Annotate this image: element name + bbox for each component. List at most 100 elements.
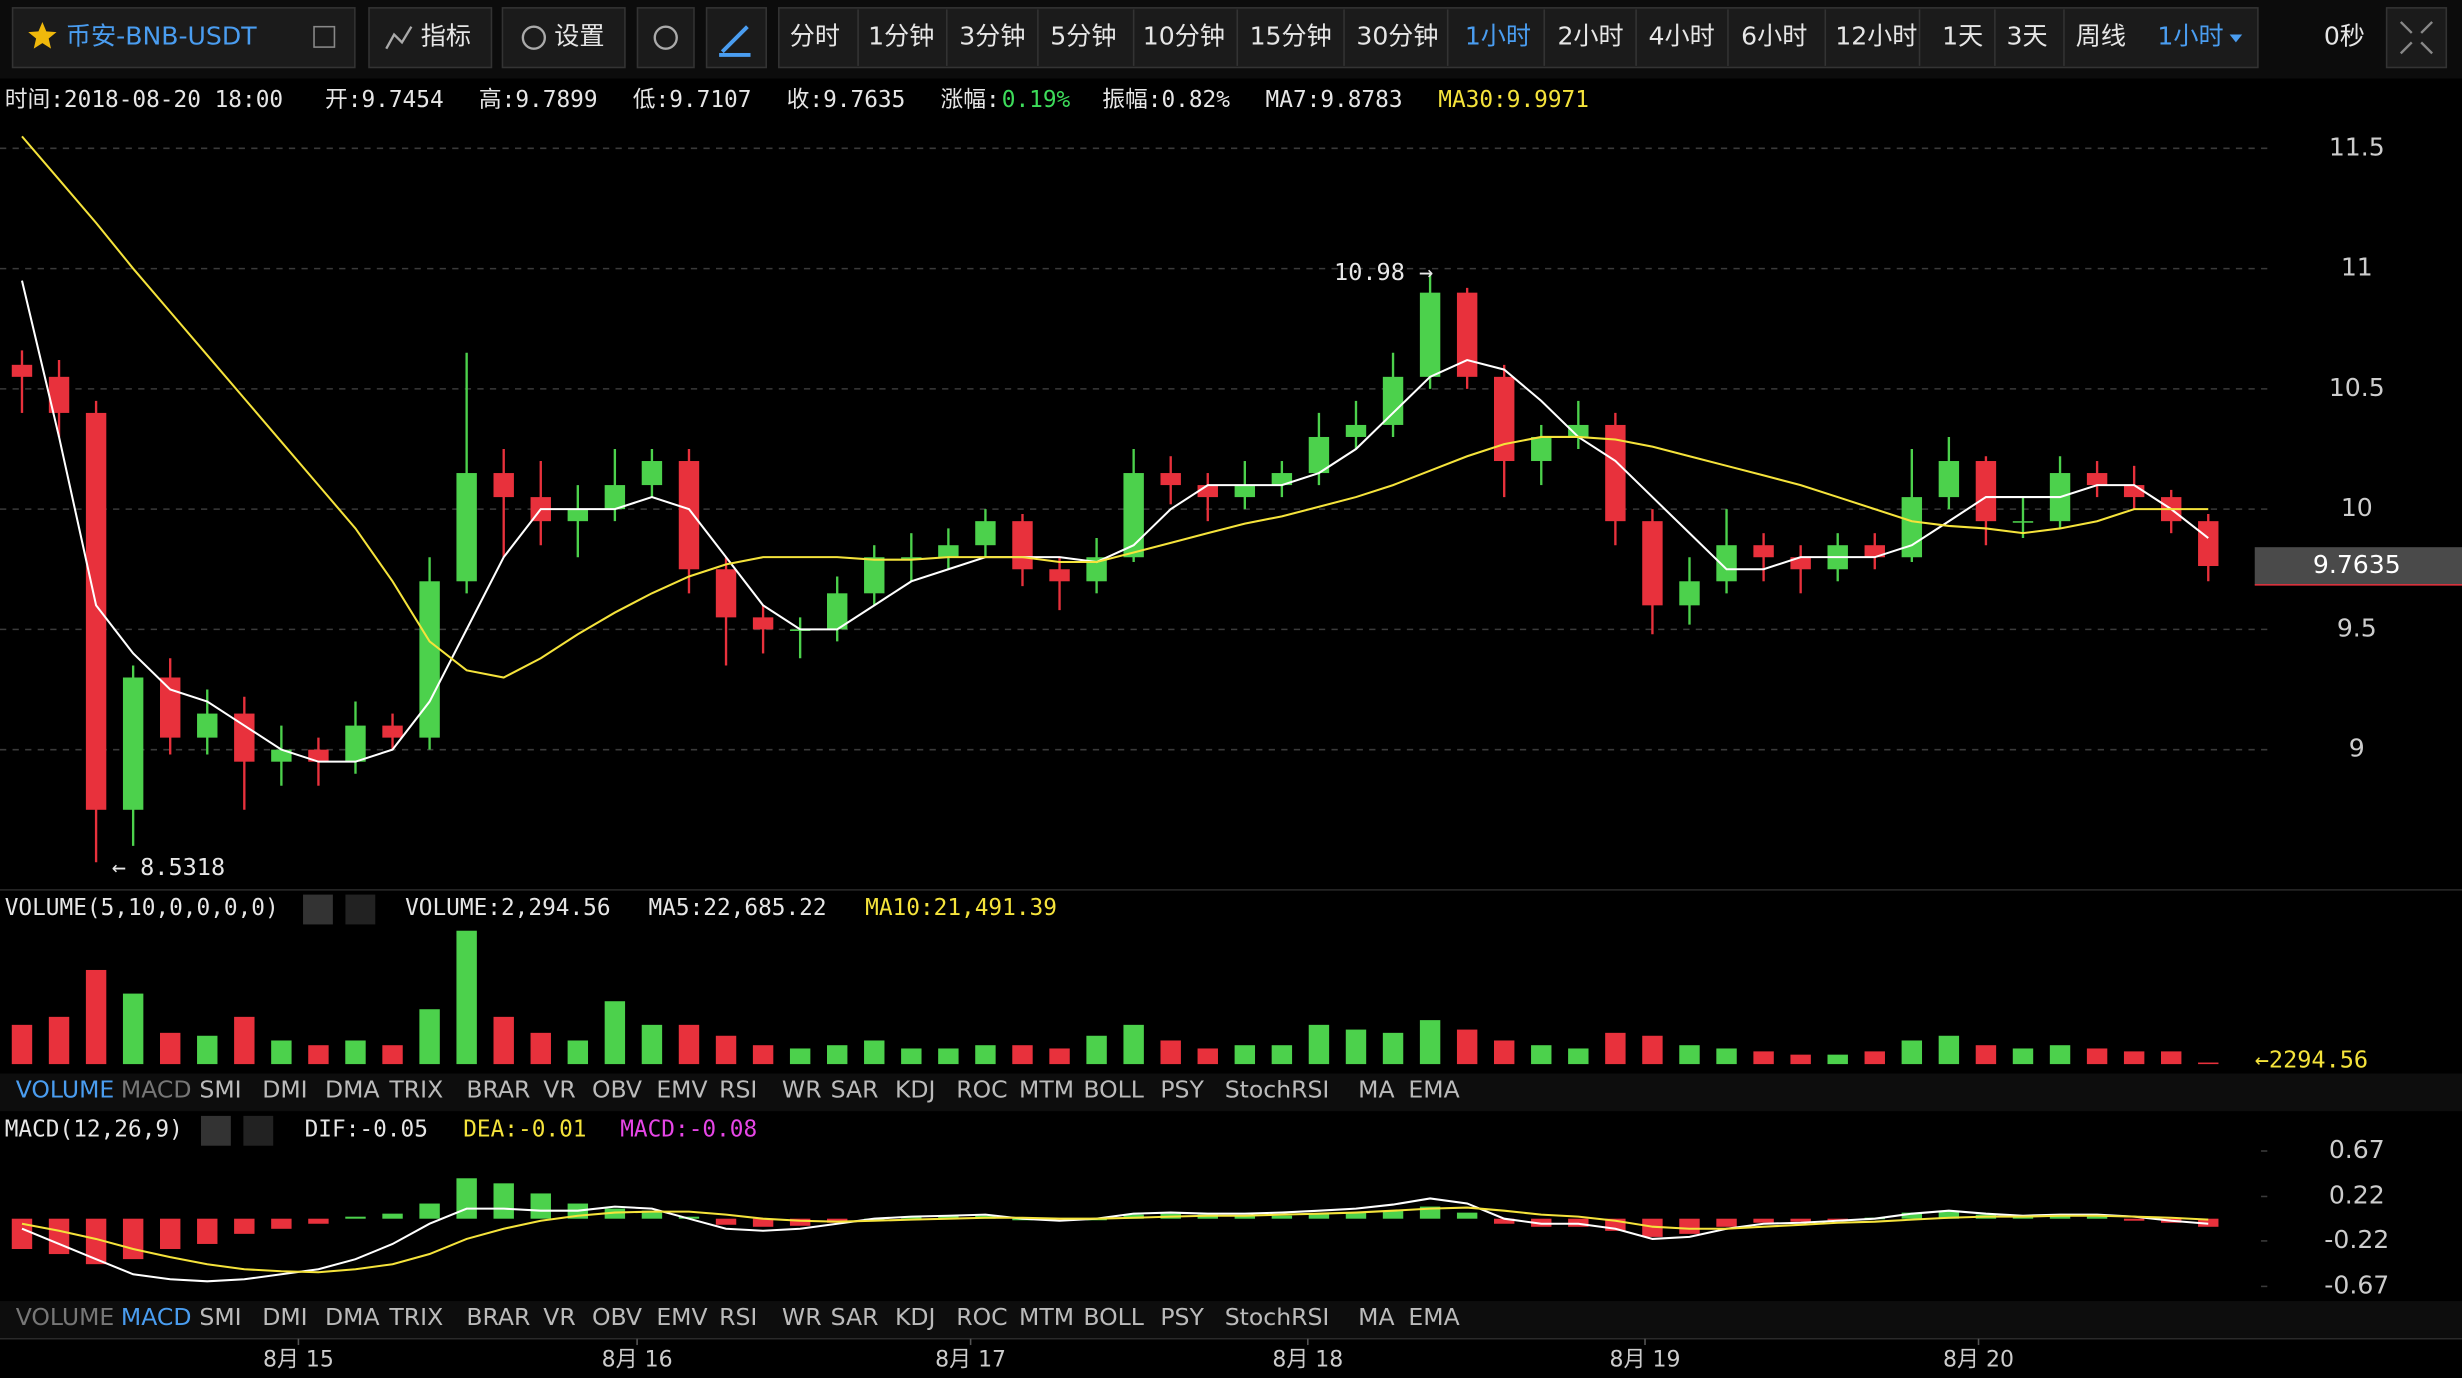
- indicator-tab[interactable]: EMV: [656, 1075, 707, 1103]
- candle-body: [975, 521, 996, 546]
- header-item: MA5:22,685.22: [648, 895, 826, 921]
- header-item: DEA:-0.01: [463, 1117, 586, 1143]
- indicator-tab[interactable]: EMA: [1408, 1303, 1459, 1331]
- indicator-tab[interactable]: VR: [543, 1303, 575, 1331]
- interval-button[interactable]: 周线: [2076, 22, 2126, 51]
- indicator-tab[interactable]: SMI: [199, 1075, 241, 1103]
- indicator-tab[interactable]: TRIX: [388, 1303, 443, 1331]
- indicator-tab[interactable]: ROC: [956, 1075, 1007, 1103]
- indicator-tab[interactable]: BOLL: [1083, 1075, 1143, 1103]
- indicator-tab[interactable]: VR: [543, 1075, 575, 1103]
- volume-bar: [1086, 1035, 1107, 1065]
- candle-body: [1382, 376, 1404, 425]
- candle-body: [1012, 521, 1033, 570]
- indicator-tab[interactable]: KDJ: [895, 1075, 936, 1103]
- tab-bar-bg: [0, 1301, 2462, 1339]
- macd-bar: [159, 1218, 181, 1250]
- indicator-tab[interactable]: WR: [782, 1075, 822, 1103]
- interval-button[interactable]: 5分钟: [1050, 22, 1116, 51]
- volume-bar: [1642, 1035, 1663, 1065]
- volume-bar: [715, 1035, 737, 1065]
- interval-button[interactable]: 1天: [1942, 22, 1983, 51]
- interval-button[interactable]: 分时: [790, 22, 840, 51]
- indicator-tab[interactable]: VOLUME: [16, 1303, 115, 1331]
- volume-bar: [2086, 1048, 2108, 1065]
- candle-body: [641, 461, 663, 486]
- indicators-box: [368, 7, 493, 69]
- draw-button[interactable]: [705, 7, 768, 69]
- indicator-tab[interactable]: MA: [1358, 1303, 1394, 1331]
- indicator-tab[interactable]: StochRSI: [1225, 1075, 1330, 1103]
- indicator-tab[interactable]: EMA: [1408, 1075, 1459, 1103]
- close-mini[interactable]: [243, 1115, 274, 1146]
- indicator-tab[interactable]: KDJ: [895, 1303, 936, 1331]
- indicator-tab[interactable]: BRAR: [466, 1303, 530, 1331]
- indicator-tab[interactable]: DMA: [325, 1075, 380, 1103]
- volume-bar: [1753, 1051, 1774, 1065]
- gear-mini[interactable]: [200, 1115, 231, 1146]
- volume-bar: [2049, 1045, 2071, 1065]
- macd-bar: [1827, 1218, 1848, 1221]
- volume-bar: [789, 1048, 811, 1065]
- indicator-tab[interactable]: SAR: [831, 1075, 879, 1103]
- settings-button[interactable]: 设置: [501, 7, 626, 69]
- interval-button[interactable]: 4小时: [1649, 22, 1715, 51]
- volume-bar: [493, 1016, 514, 1065]
- volume-bar: [308, 1045, 329, 1065]
- gear-mini[interactable]: [303, 894, 333, 925]
- candle-body: [271, 749, 292, 762]
- indicator-tab[interactable]: RSI: [719, 1075, 757, 1103]
- y-tick-label: 11.5: [2329, 132, 2385, 161]
- interval-button[interactable]: 6小时: [1741, 22, 1807, 51]
- indicator-tab[interactable]: StochRSI: [1225, 1303, 1330, 1331]
- indicator-tab[interactable]: ROC: [956, 1303, 1007, 1331]
- indicator-line: [21, 1197, 2209, 1283]
- volume-bar: [1864, 1051, 1885, 1065]
- indicator-tab[interactable]: VOLUME: [16, 1075, 115, 1103]
- last-price: 9.7635: [2313, 550, 2401, 579]
- indicator-tab[interactable]: RSI: [719, 1303, 757, 1331]
- fullscreen-button[interactable]: [2385, 7, 2448, 69]
- indicator-tab[interactable]: MTM: [1019, 1303, 1074, 1331]
- interval-button[interactable]: 30分钟: [1356, 22, 1438, 51]
- indicator-tab[interactable]: SAR: [831, 1303, 879, 1331]
- interval-button[interactable]: 1小时: [1465, 22, 1531, 51]
- indicator-tab[interactable]: MTM: [1019, 1075, 1074, 1103]
- macd-bar: [1271, 1215, 1293, 1219]
- indicator-tab[interactable]: BOLL: [1083, 1303, 1143, 1331]
- indicator-tab[interactable]: DMI: [262, 1303, 307, 1331]
- indicator-tab[interactable]: PSY: [1160, 1075, 1204, 1103]
- interval-button[interactable]: 15分钟: [1250, 22, 1332, 51]
- indicator-tab[interactable]: OBV: [592, 1075, 642, 1103]
- close-mini[interactable]: [345, 894, 376, 925]
- candle-body: [493, 473, 514, 498]
- interval-button[interactable]: 3天: [2007, 22, 2048, 51]
- last-price-tag: [2254, 547, 2462, 585]
- volume-bar: [1456, 1029, 1478, 1065]
- volume-bar: [48, 1016, 70, 1065]
- indicator-tab[interactable]: DMA: [325, 1303, 380, 1331]
- indicator-tab[interactable]: WR: [782, 1303, 822, 1331]
- indicator-tab[interactable]: SMI: [199, 1303, 241, 1331]
- interval-button[interactable]: 3分钟: [959, 22, 1025, 51]
- indicator-tab[interactable]: PSY: [1160, 1303, 1204, 1331]
- symbol-button[interactable]: 币安-BNB-USDT: [11, 7, 356, 69]
- interval-button[interactable]: 2小时: [1557, 22, 1623, 51]
- macd-bar: [234, 1218, 255, 1234]
- indicator-tab[interactable]: MACD: [121, 1303, 192, 1331]
- indicator-tab[interactable]: BRAR: [466, 1075, 530, 1103]
- macd-bar: [1901, 1212, 1923, 1219]
- theme-button[interactable]: [636, 7, 695, 69]
- indicator-tab[interactable]: OBV: [592, 1303, 642, 1331]
- indicator-tab[interactable]: EMV: [656, 1303, 707, 1331]
- indicator-tab[interactable]: DMI: [262, 1075, 307, 1103]
- interval-button[interactable]: 1分钟: [868, 22, 934, 51]
- indicator-tab[interactable]: MACD: [121, 1075, 192, 1103]
- interval-button[interactable]: 10分钟: [1143, 22, 1225, 51]
- interval-button[interactable]: 12小时: [1835, 22, 1917, 51]
- indicators-button[interactable]: 指标: [368, 7, 493, 69]
- interval-select[interactable]: 1小时: [2157, 22, 2223, 51]
- indicator-tab[interactable]: TRIX: [388, 1075, 443, 1103]
- indicator-tab[interactable]: MA: [1358, 1075, 1394, 1103]
- macd-bar: [641, 1210, 663, 1219]
